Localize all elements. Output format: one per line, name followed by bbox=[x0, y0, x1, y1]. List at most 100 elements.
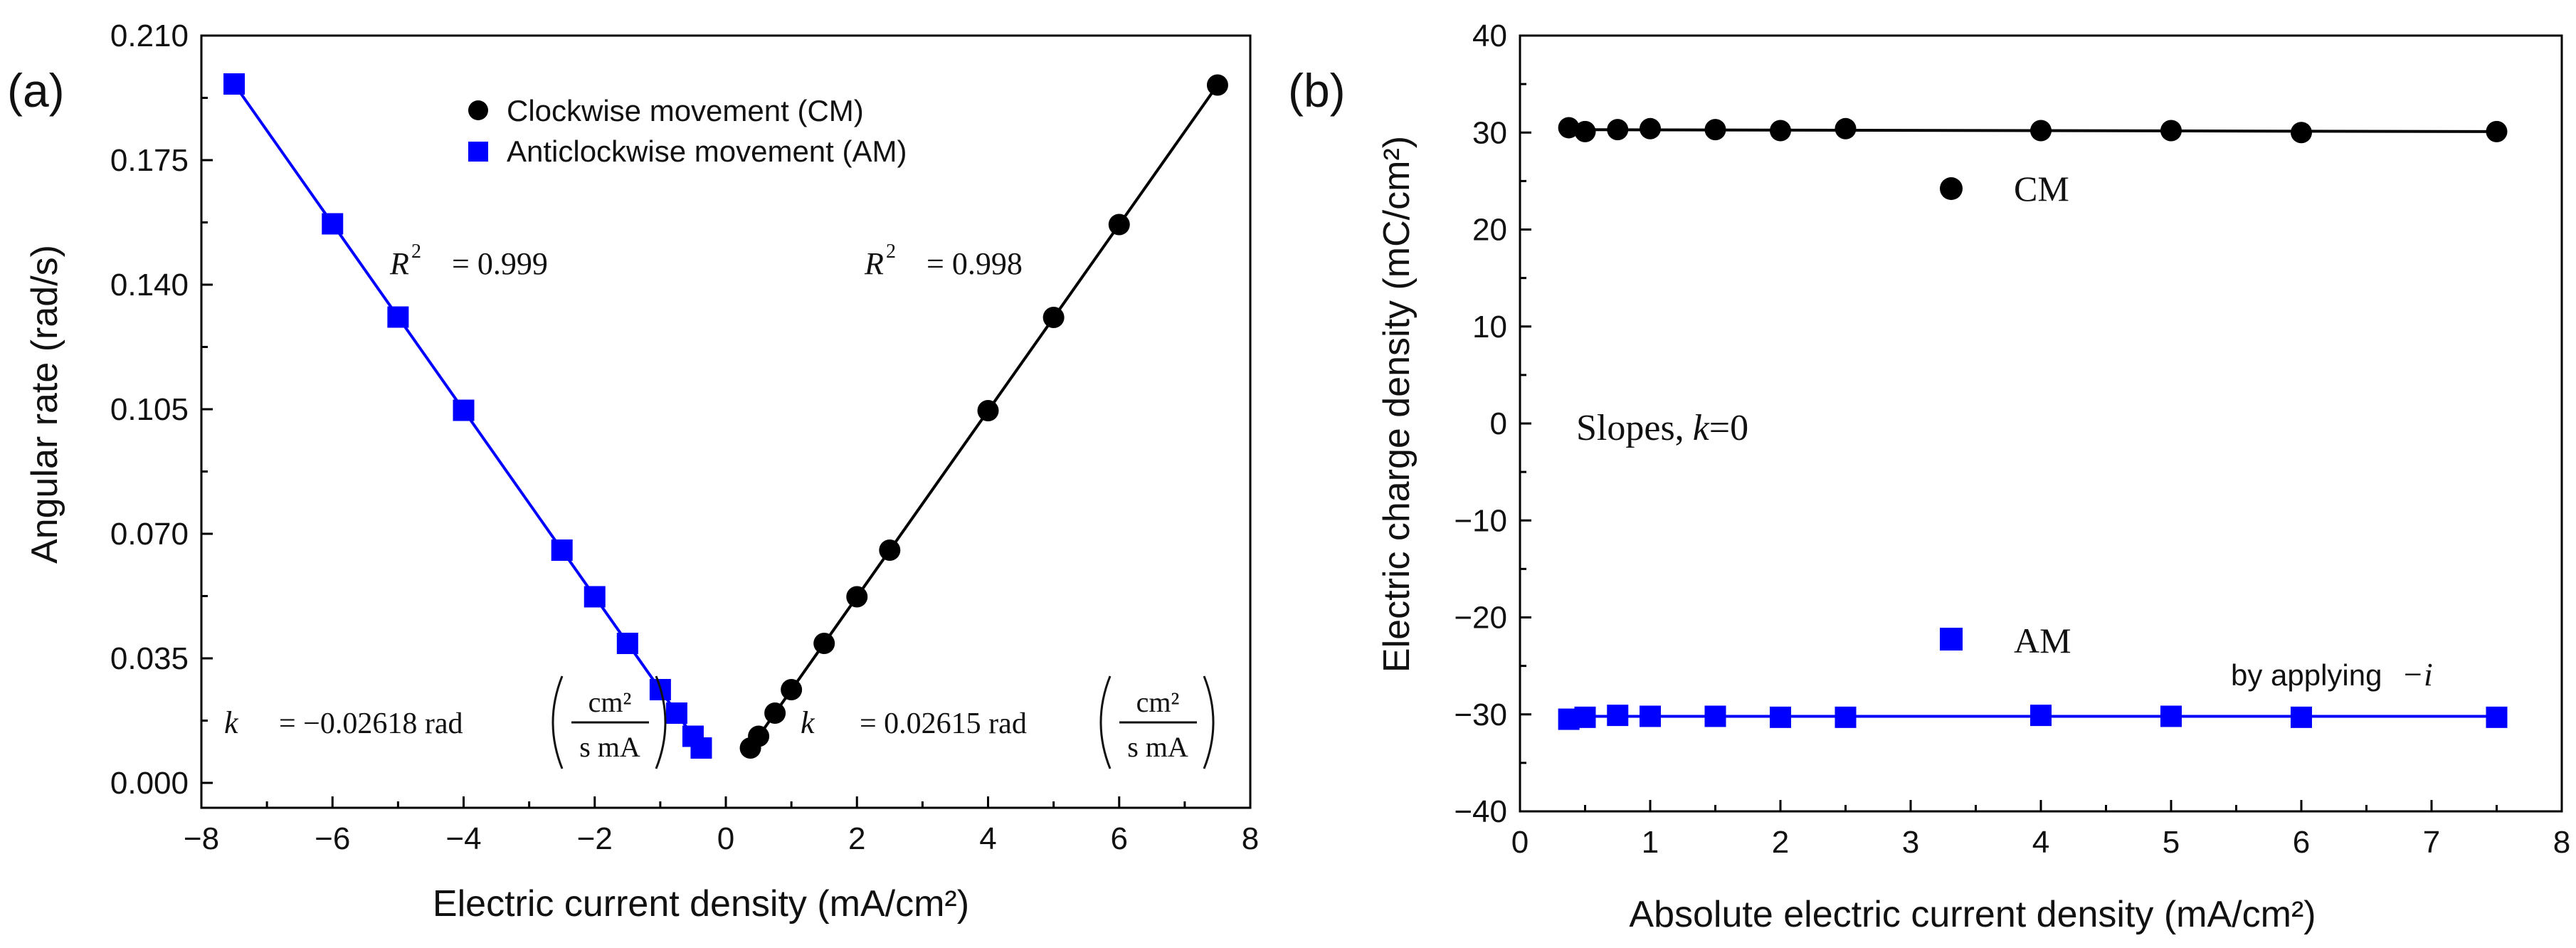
x-tick-label: 8 bbox=[2553, 825, 2570, 860]
cm-data-point bbox=[1607, 119, 1629, 141]
am-data-point bbox=[1640, 705, 1661, 727]
cm-data-point bbox=[2160, 120, 2182, 142]
cm-data-point bbox=[1640, 117, 1661, 139]
panel-b-ticks: 0 1 2 3 4 5 6 7 8 −40 −30 −20 −10 0 10 20 30 40 bbox=[1454, 19, 2570, 860]
am-data-point bbox=[1770, 706, 1791, 728]
panel-b-y-axis-label: Electric charge density (mC/cm²) bbox=[1376, 136, 1418, 673]
legend-cm-marker bbox=[468, 100, 488, 120]
am-data-point bbox=[1607, 705, 1629, 727]
y-tick-label: 0.210 bbox=[110, 19, 189, 53]
k-am-value: = −0.02618 rad bbox=[279, 707, 463, 740]
x-tick-label: 2 bbox=[848, 821, 865, 856]
y-tick-label: 0.000 bbox=[110, 766, 189, 801]
k-cm-unit-denominator: s mA bbox=[1127, 731, 1188, 763]
k-cm-value: = 0.02615 rad bbox=[860, 707, 1027, 740]
am-label: AM bbox=[2014, 621, 2071, 660]
y-tick-label: 0.140 bbox=[110, 268, 189, 302]
panel-a-label: (a) bbox=[7, 64, 65, 117]
r2-cm-value: = 0.998 bbox=[927, 246, 1023, 281]
r2-annotation-am: R 2 = 0.999 bbox=[389, 241, 548, 281]
legend-am-marker bbox=[468, 142, 488, 162]
cm-data-point bbox=[1042, 307, 1065, 328]
panel-a-legend: Clockwise movement (CM) Anticlockwise mo… bbox=[468, 94, 907, 168]
cm-data-point bbox=[1704, 119, 1726, 141]
x-tick-label: 6 bbox=[2293, 825, 2310, 860]
am-data-point bbox=[2291, 706, 2312, 728]
x-tick-label: −2 bbox=[577, 821, 613, 856]
applying-annotation: by applying bbox=[2231, 658, 2382, 692]
legend-cm-label: Clockwise movement (CM) bbox=[507, 94, 864, 127]
y-tick-label: 0.035 bbox=[110, 641, 189, 676]
panel-a: (a) −8 −6 −4 −2 0 2 4 6 8 0.000 0.035 0.070 0.105 0.1… bbox=[7, 19, 1259, 925]
r2-annotation-cm: R 2 = 0.998 bbox=[864, 241, 1023, 281]
cm-data-point bbox=[1206, 74, 1228, 96]
y-tick-label: 40 bbox=[1472, 19, 1507, 53]
x-tick-label: 7 bbox=[2423, 825, 2440, 860]
x-tick-label: 1 bbox=[1642, 825, 1659, 860]
y-tick-label: 0 bbox=[1490, 406, 1507, 441]
k-am-unit-numerator: cm² bbox=[588, 686, 632, 718]
am-data-point bbox=[322, 213, 344, 235]
k-am-right-paren bbox=[655, 675, 667, 769]
x-tick-label: −6 bbox=[315, 821, 350, 856]
slopes-k-symbol: k bbox=[1693, 408, 1710, 448]
am-data-point bbox=[584, 586, 606, 608]
am-data-point bbox=[223, 73, 246, 95]
y-tick-label: 30 bbox=[1472, 115, 1507, 150]
panel-b-label: (b) bbox=[1288, 64, 1346, 117]
cm-label-marker bbox=[1940, 177, 1963, 200]
cm-data-point bbox=[1770, 120, 1791, 142]
x-tick-label: 0 bbox=[717, 821, 734, 856]
r2-cm-symbol: R bbox=[864, 246, 884, 281]
x-tick-label: 4 bbox=[2032, 825, 2049, 860]
y-tick-label: 20 bbox=[1472, 213, 1507, 248]
panel-a-data-points bbox=[223, 73, 1228, 759]
x-tick-label: 4 bbox=[979, 821, 996, 856]
panel-a-y-axis-label: Angular rate (rad/s) bbox=[24, 245, 65, 564]
k-am-symbol: k bbox=[224, 705, 239, 740]
slopes-k-value: =0 bbox=[1709, 408, 1748, 448]
k-am-unit-denominator: s mA bbox=[579, 731, 640, 763]
cm-label: CM bbox=[2014, 169, 2069, 209]
r2-am-superscript: 2 bbox=[411, 241, 421, 263]
am-data-point bbox=[682, 725, 704, 747]
panel-b-data-points bbox=[1558, 117, 2508, 730]
y-tick-label: 0.070 bbox=[110, 517, 189, 552]
cm-data-point bbox=[1558, 117, 1580, 139]
panel-a-ticks: −8 −6 −4 −2 0 2 4 6 8 0.000 0.035 0.070 0.105 0.140 0.… bbox=[110, 19, 1259, 856]
am-data-point bbox=[453, 399, 475, 421]
am-data-point bbox=[665, 702, 687, 724]
am-data-point bbox=[1704, 705, 1726, 727]
panel-b-x-axis-label: Absolute electric current density (mA/cm… bbox=[1629, 894, 2316, 935]
x-tick-label: 2 bbox=[1772, 825, 1789, 860]
am-data-point bbox=[1835, 706, 1857, 728]
k-cm-unit-numerator: cm² bbox=[1136, 686, 1180, 718]
cm-data-point bbox=[748, 725, 770, 747]
cm-data-point bbox=[2030, 120, 2052, 142]
cm-data-point bbox=[1835, 117, 1857, 139]
am-data-point bbox=[2160, 705, 2182, 727]
panel-a-fit-lines bbox=[233, 83, 1219, 749]
cm-data-point bbox=[1574, 120, 1596, 142]
applying-symbol: −i bbox=[2402, 656, 2433, 692]
y-tick-label: 0.105 bbox=[110, 392, 189, 427]
y-tick-label: −10 bbox=[1454, 503, 1507, 538]
am-data-point bbox=[2486, 706, 2508, 728]
cm-data-point bbox=[2486, 120, 2508, 142]
am-data-point bbox=[387, 306, 409, 328]
k-am-left-paren bbox=[551, 675, 564, 769]
y-tick-label: 10 bbox=[1472, 310, 1507, 344]
am-data-point bbox=[616, 633, 638, 654]
panel-a-x-axis-label: Electric current density (mA/cm²) bbox=[433, 883, 969, 925]
am-label-marker bbox=[1940, 628, 1963, 651]
slopes-text: Slopes, bbox=[1576, 408, 1684, 448]
slopes-annotation: Slopes, k=0 bbox=[1576, 408, 1748, 448]
x-tick-label: 3 bbox=[1902, 825, 1919, 860]
cm-data-point bbox=[1108, 214, 1130, 236]
cm-data-point bbox=[764, 702, 786, 724]
y-tick-label: −30 bbox=[1454, 697, 1507, 732]
slope-annotation-cm: k = 0.02615 rad cm² s mA bbox=[801, 675, 1215, 769]
cm-data-point bbox=[846, 586, 868, 608]
cm-data-point bbox=[781, 679, 803, 700]
